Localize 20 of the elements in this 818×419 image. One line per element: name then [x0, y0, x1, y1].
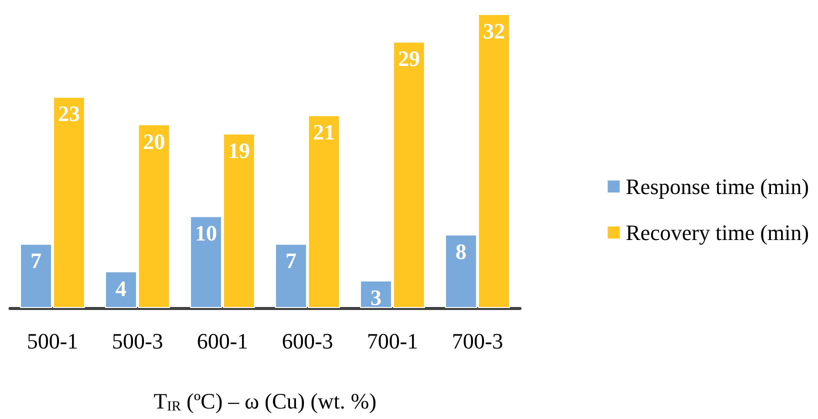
x-tick-label: 500-1	[26, 328, 78, 354]
data-label: 8	[456, 239, 467, 264]
data-label: 3	[370, 284, 382, 310]
legend-label: Response time (min)	[626, 174, 810, 199]
data-label: 21	[312, 120, 335, 145]
x-tick-label: 600-1	[196, 328, 248, 354]
x-tick-label: 700-3	[452, 328, 504, 354]
data-label: 20	[142, 128, 165, 154]
data-label: 10	[195, 220, 218, 246]
data-label: 23	[58, 101, 80, 126]
data-label: 7	[286, 248, 297, 274]
x-tick-label: 700-1	[366, 328, 418, 354]
data-label: 19	[228, 138, 250, 163]
data-label: 29	[398, 46, 420, 72]
data-label: 7	[30, 248, 42, 274]
data-label: 32	[482, 18, 505, 44]
data-label: 4	[116, 276, 127, 301]
x-tick-label: 500-3	[112, 328, 164, 354]
legend-label: Recovery time (min)	[626, 220, 809, 245]
x-tick-label: 600-3	[282, 328, 334, 354]
